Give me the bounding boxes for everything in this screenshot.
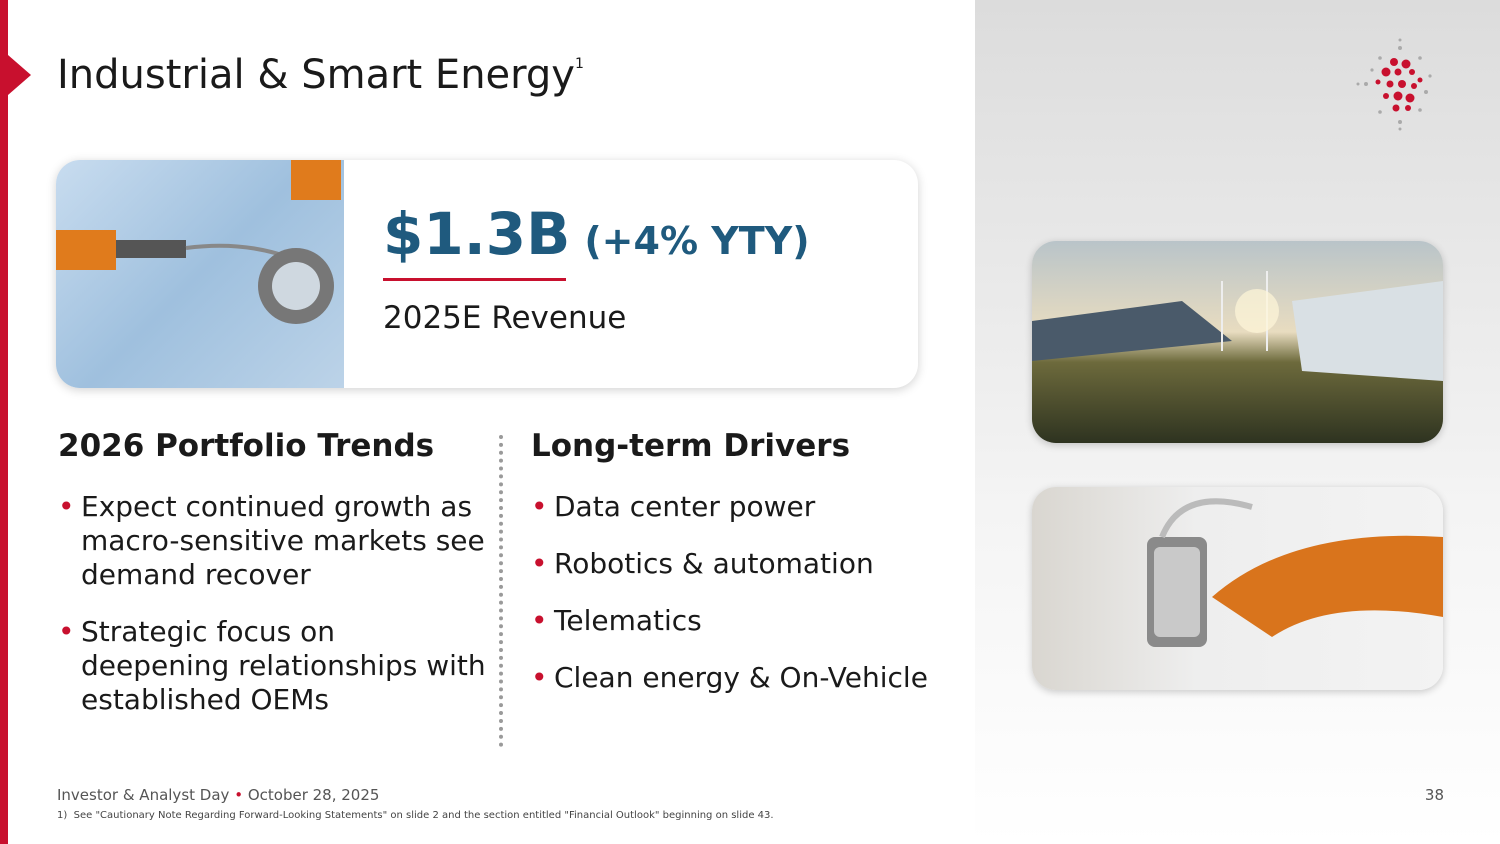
revenue-value: $1.3B (383, 200, 571, 268)
column-divider (499, 435, 503, 747)
bullet: Data center power (531, 490, 961, 524)
separator: • (234, 786, 244, 804)
footer-event: Investor & Analyst Day (57, 786, 230, 804)
robot-photo (1032, 487, 1443, 690)
robot-arm-image (56, 160, 344, 388)
accent-arrow (8, 55, 31, 95)
accent-bar (0, 0, 8, 844)
section-heading: 2026 Portfolio Trends (58, 428, 435, 464)
image-art (56, 160, 341, 324)
title-text: Industrial & Smart Energy (57, 52, 575, 98)
bullet-list: Data center power Robotics & automation … (531, 490, 961, 718)
revenue-underline (383, 278, 566, 281)
bullet: Telematics (531, 604, 961, 638)
logo-mark (1375, 58, 1423, 112)
revenue-figure: $1.3B (+4% YTY) (383, 200, 810, 268)
footnote-ref: 1 (574, 56, 584, 72)
revenue-card: $1.3B (+4% YTY) 2025E Revenue (56, 160, 918, 388)
section-heading: Long-term Drivers (531, 428, 851, 464)
photo-art (1147, 498, 1443, 647)
page-number: 38 (1424, 786, 1444, 804)
footer-date: October 28, 2025 (247, 786, 380, 804)
footnote-marker: 1) (57, 810, 68, 821)
logo (1356, 38, 1432, 131)
footnote: 1) See "Cautionary Note Regarding Forwar… (57, 810, 774, 821)
bullet: Robotics & automation (531, 547, 961, 581)
revenue-growth: (+4% YTY) (584, 219, 810, 263)
revenue-label: 2025E Revenue (383, 300, 627, 336)
slide-title: Industrial & Smart Energy1 (57, 52, 584, 98)
bullet: Expect continued growth as macro-sensiti… (58, 490, 488, 592)
bullet-list: Expect continued growth as macro-sensiti… (58, 490, 488, 740)
footnote-text: See "Cautionary Note Regarding Forward-L… (73, 810, 774, 821)
logo-dots (1356, 38, 1432, 131)
bullet: Clean energy & On-Vehicle (531, 661, 961, 695)
energy-photo (1032, 241, 1443, 443)
photo-art (1032, 271, 1443, 381)
bullet: Strategic focus on deepening relationshi… (58, 615, 488, 717)
footer: Investor & Analyst Day • October 28, 202… (57, 786, 379, 804)
